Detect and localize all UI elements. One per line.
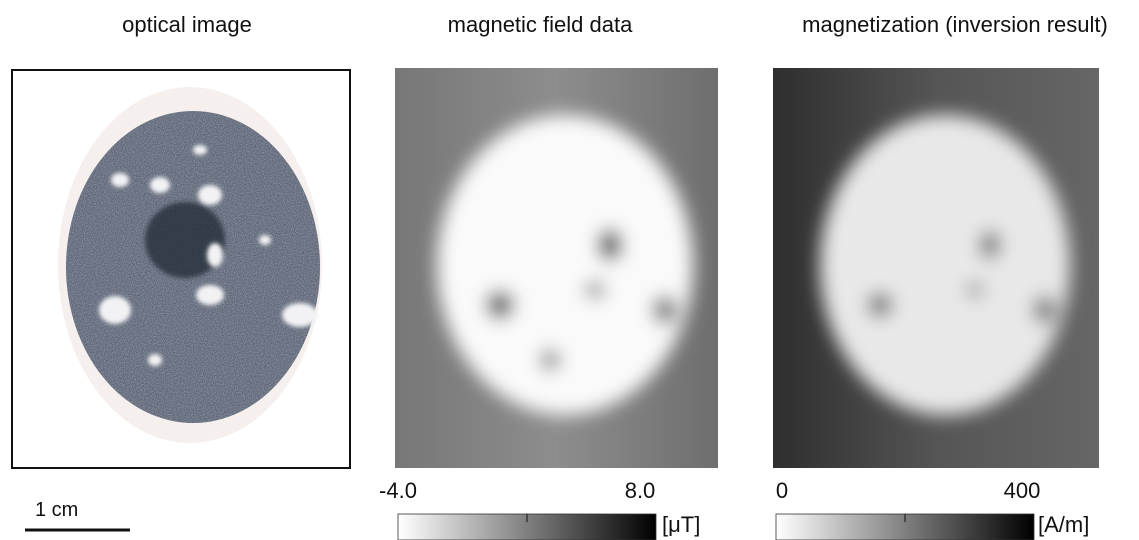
colorbar-max: 8.0 [625, 478, 656, 503]
colorbar-max: 400 [1004, 478, 1041, 503]
magnetization-map [773, 68, 1099, 468]
magnetic-field-map [395, 68, 718, 468]
colorbar-unit: [A/m] [1038, 512, 1089, 537]
colorbar-min: 0 [776, 478, 788, 503]
panel-title: magnetic field data [448, 12, 633, 37]
panel-title: optical image [122, 12, 252, 37]
colorbar-min: -4.0 [379, 478, 417, 503]
colorbar-unit: [μT] [662, 512, 700, 537]
scale-bar-label: 1 cm [35, 499, 78, 521]
panel-title: magnetization (inversion result) [802, 12, 1108, 37]
figure: optical image 1 cm magnetic field data -… [0, 0, 1139, 540]
